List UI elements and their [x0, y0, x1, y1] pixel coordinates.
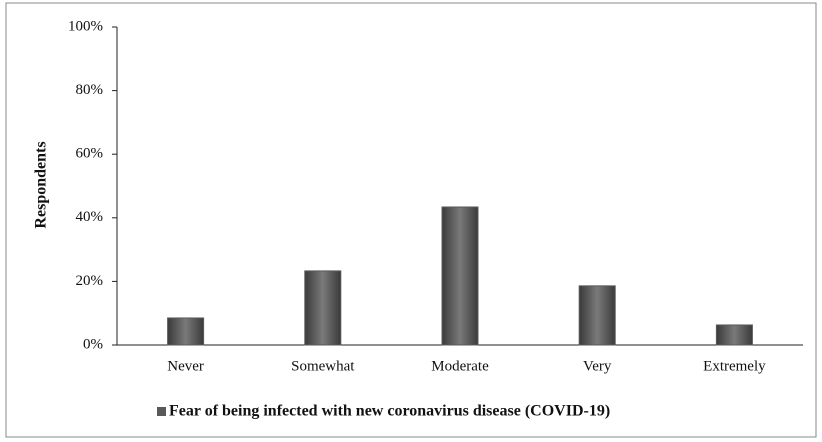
y-tick-label: 20% [76, 273, 104, 289]
bar [715, 324, 753, 346]
chart-border [5, 2, 817, 438]
y-tick-label: 100% [68, 18, 103, 34]
y-tick-label: 60% [76, 146, 104, 162]
bar [304, 270, 342, 346]
bar [441, 206, 479, 346]
y-tick-label: 0% [83, 336, 103, 352]
bar [167, 317, 205, 346]
y-axis-label: Respondents [33, 141, 50, 228]
legend-swatch [157, 407, 166, 416]
x-tick-label: Very [583, 358, 612, 374]
y-tick-label: 80% [76, 82, 104, 98]
x-tick-label: Moderate [431, 358, 489, 374]
legend-label: Fear of being infected with new coronavi… [169, 403, 610, 420]
x-tick-label: Extremely [703, 358, 766, 374]
bar [578, 285, 616, 346]
x-tick-label: Somewhat [291, 358, 355, 374]
x-tick-label: Never [167, 358, 204, 374]
y-tick-label: 40% [76, 209, 104, 225]
